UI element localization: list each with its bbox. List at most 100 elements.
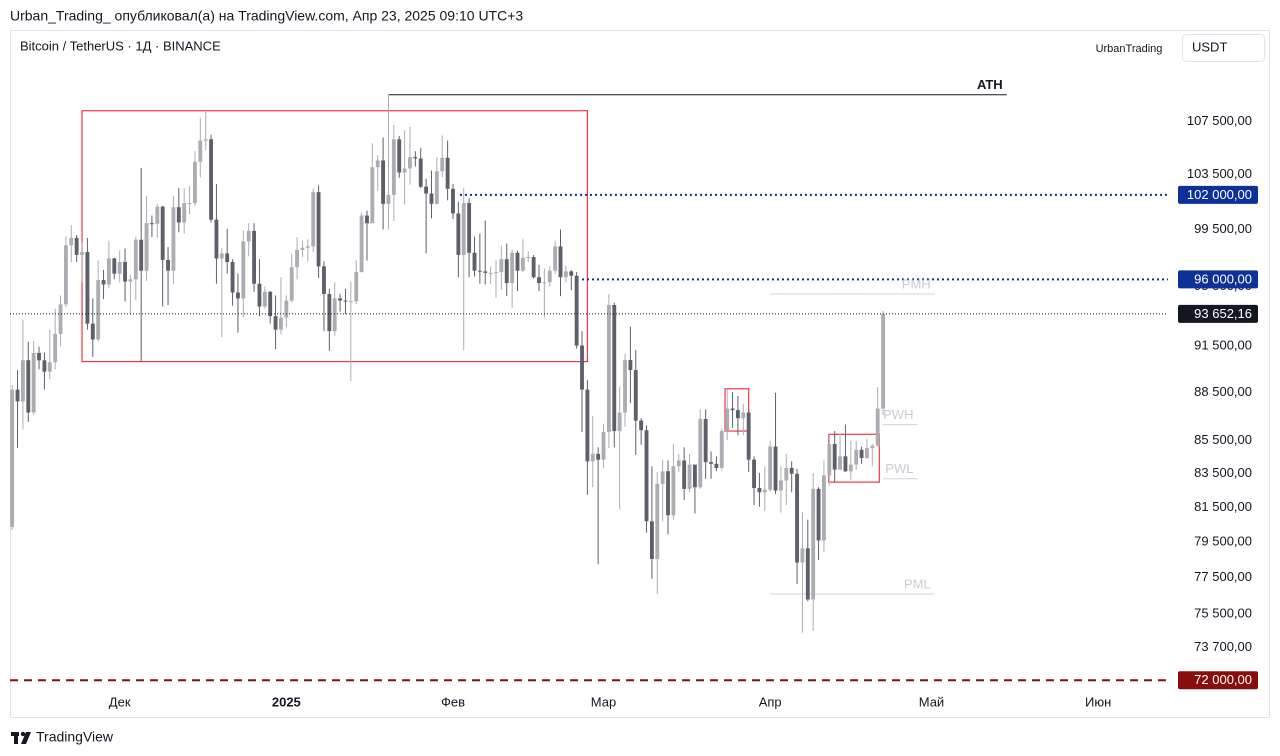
candle-body bbox=[762, 489, 767, 493]
candle-body bbox=[198, 140, 203, 162]
candle-body bbox=[408, 157, 412, 169]
candle-body bbox=[730, 408, 735, 411]
x-tick-label: Дек bbox=[109, 694, 131, 709]
candle-body bbox=[811, 488, 816, 600]
candle-body bbox=[735, 410, 740, 419]
candle-body bbox=[671, 466, 676, 516]
candle-body bbox=[338, 298, 343, 301]
y-tick-label: 77 500,00 bbox=[1194, 569, 1252, 584]
candle-body bbox=[832, 444, 837, 470]
candle-body bbox=[504, 259, 509, 284]
candle-body bbox=[26, 360, 31, 413]
candle-body bbox=[47, 362, 52, 372]
y-tick-label: 79 500,00 bbox=[1194, 534, 1252, 549]
user-name: UrbanTrading bbox=[1096, 43, 1163, 55]
candle-body bbox=[128, 279, 133, 282]
x-tick-label: Мар bbox=[591, 694, 616, 709]
candle-body bbox=[821, 475, 826, 541]
candle-body bbox=[354, 272, 359, 302]
candle-body bbox=[461, 203, 466, 255]
candle-body bbox=[515, 252, 520, 271]
candle-body bbox=[203, 139, 208, 141]
candle-body bbox=[106, 258, 111, 285]
price-axis-tag-label: 72 000,00 bbox=[1194, 672, 1252, 687]
candle-body bbox=[499, 259, 504, 273]
candle-body bbox=[252, 230, 257, 284]
candle-body bbox=[778, 480, 783, 491]
candle-body bbox=[101, 280, 106, 285]
candle-body bbox=[268, 291, 273, 317]
range-box bbox=[81, 110, 588, 363]
y-tick-label: 103 500,00 bbox=[1187, 166, 1252, 181]
currency-label: USDT bbox=[1192, 39, 1227, 54]
candle-body bbox=[784, 467, 789, 481]
candle-body bbox=[316, 192, 321, 267]
candle-body bbox=[714, 463, 719, 468]
candle-body bbox=[483, 271, 488, 273]
candle-body bbox=[843, 456, 848, 472]
candle-body bbox=[472, 252, 477, 271]
candle-body bbox=[768, 446, 773, 490]
candle-body bbox=[370, 167, 375, 224]
x-tick-label: Июн bbox=[1085, 694, 1111, 709]
candle-body bbox=[542, 282, 547, 284]
y-tick-label: 81 500,00 bbox=[1194, 499, 1252, 514]
candle-body bbox=[606, 305, 611, 432]
chart-panel bbox=[10, 30, 1270, 718]
candle-body bbox=[418, 158, 423, 187]
candle-body bbox=[63, 245, 68, 305]
candle-body bbox=[219, 253, 224, 259]
candle-body bbox=[176, 207, 181, 223]
candle-body bbox=[633, 370, 638, 421]
candle-body bbox=[703, 418, 708, 463]
candle-body bbox=[709, 462, 713, 464]
candle-body bbox=[612, 305, 617, 432]
candle-body bbox=[193, 161, 197, 204]
candle-body bbox=[10, 389, 15, 528]
candle-body bbox=[257, 283, 262, 307]
candle-body bbox=[795, 473, 799, 563]
candle-body bbox=[666, 471, 670, 516]
candle-body bbox=[225, 253, 230, 263]
price-axis-tag-label: 102 000,00 bbox=[1187, 187, 1252, 202]
candle-body bbox=[639, 420, 644, 431]
candle-body bbox=[90, 323, 95, 340]
candle-body bbox=[160, 206, 165, 260]
candle-body bbox=[585, 389, 590, 462]
candle-body bbox=[789, 467, 794, 474]
candle-body bbox=[601, 431, 606, 460]
x-tick-label: 2025 bbox=[272, 694, 301, 709]
candle-body bbox=[171, 207, 176, 271]
y-tick-label: 85 500,00 bbox=[1194, 432, 1252, 447]
candle-body bbox=[660, 471, 665, 484]
candle-body bbox=[289, 267, 294, 301]
candle-body bbox=[617, 412, 622, 432]
candle-body bbox=[838, 456, 842, 470]
candle-body bbox=[332, 298, 337, 332]
candle-body bbox=[37, 352, 41, 361]
candle-body bbox=[69, 237, 74, 246]
price-axis-tag-label: 96 000,00 bbox=[1194, 271, 1252, 286]
candle-body bbox=[402, 168, 407, 173]
candle-body bbox=[628, 360, 633, 371]
candle-body bbox=[456, 213, 461, 255]
candle-body bbox=[236, 292, 240, 299]
candle-body bbox=[682, 460, 687, 489]
candle-body bbox=[343, 300, 348, 302]
y-tick-label: 75 500,00 bbox=[1194, 606, 1252, 621]
candle-body bbox=[590, 453, 595, 462]
candle-body bbox=[397, 139, 402, 173]
candle-body bbox=[241, 241, 246, 299]
currency-button[interactable] bbox=[1182, 34, 1265, 62]
candle-body bbox=[391, 139, 396, 195]
candle-body bbox=[870, 445, 875, 449]
candle-body bbox=[816, 488, 821, 541]
candle-body bbox=[553, 246, 558, 271]
candle-body bbox=[305, 246, 310, 248]
candle-body bbox=[676, 460, 681, 467]
candle-body bbox=[375, 160, 380, 168]
y-tick-label: 83 500,00 bbox=[1194, 465, 1252, 480]
candle-body bbox=[139, 239, 144, 271]
footer-brand: TradingView bbox=[36, 729, 114, 745]
